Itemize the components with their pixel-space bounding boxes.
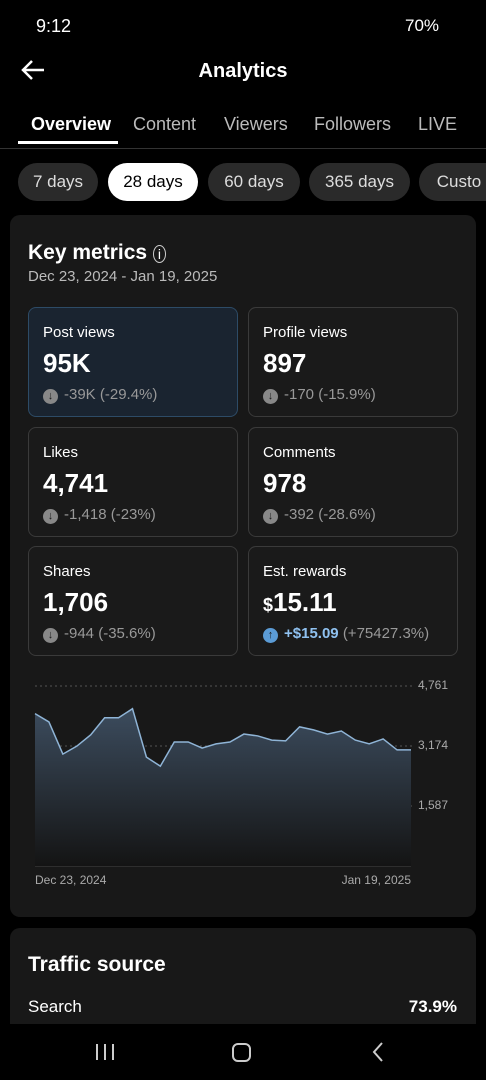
metric-value: $15.11 <box>263 587 337 618</box>
nav-icons <box>96 1042 383 1062</box>
change-pct: (-23%) <box>110 505 156 523</box>
metric-card[interactable]: Est. rewards $15.11 ↑ +$15.09 (+75427.3%) <box>248 546 458 656</box>
range-pill[interactable]: 60 days <box>208 163 300 201</box>
tab[interactable]: Followers <box>314 114 392 134</box>
metric-value: 978 <box>263 468 306 499</box>
metric-label: Est. rewards <box>263 563 347 580</box>
tab-indicator <box>18 141 118 144</box>
area <box>35 708 411 866</box>
change-pct: (-29.4%) <box>99 386 158 403</box>
change-icon: ↓ <box>43 389 58 404</box>
currency: $ <box>263 595 274 615</box>
tab[interactable]: Viewers <box>224 114 288 134</box>
metric-change: ↓ -392 (-28.6%) <box>263 506 376 524</box>
metric-change: ↓ -170 (-15.9%) <box>263 386 376 404</box>
metric-change: ↑ +$15.09 (+75427.3%) <box>263 625 429 643</box>
y-tick-label: 4,761 <box>418 678 448 692</box>
range-pill[interactable]: 7 days <box>18 163 98 201</box>
change-value: -392 <box>284 505 315 523</box>
metric-label: Profile views <box>263 324 348 341</box>
info-icon[interactable]: i <box>152 245 167 263</box>
metric-change: ↓ -39K (-29.4%) <box>43 386 157 404</box>
divider <box>0 148 486 149</box>
change-pct: (-15.9%) <box>318 386 376 403</box>
value-text: 1,706 <box>43 587 109 617</box>
x-tick-label: Dec 23, 2024 <box>35 873 107 887</box>
y-tick-label: 3,174 <box>418 738 448 752</box>
battery: 70% <box>405 16 440 35</box>
tab[interactable]: LIVE <box>418 114 458 134</box>
traffic-title: Traffic source <box>28 953 166 976</box>
nav-bar <box>0 1024 486 1080</box>
section-title: Key metrics i <box>28 241 167 265</box>
title-text: Key metrics <box>28 241 148 264</box>
metric-card[interactable]: Post views 95K ↓ -39K (-29.4%) <box>28 307 238 417</box>
back-button[interactable] <box>20 58 46 82</box>
value-text: 15.11 <box>273 587 337 617</box>
change-value: +$15.09 <box>284 625 339 642</box>
metric-label: Shares <box>43 563 91 580</box>
value-text: 897 <box>263 348 307 378</box>
metric-value: 95K <box>43 348 91 379</box>
chart: 4,761 3,174 1,587 Dec 23, 2024 Jan 19, 2025 <box>34 678 448 887</box>
change-value: -944 <box>64 625 95 642</box>
change-icon: ↓ <box>43 628 58 643</box>
metric-value: 4,741 <box>43 468 108 499</box>
metric-change: ↓ -944 (-35.6%) <box>43 625 156 643</box>
y-tick-label: 1,587 <box>418 798 448 812</box>
value-text: 978 <box>263 467 307 498</box>
change-icon: ↓ <box>263 389 278 404</box>
change-value: -1,418 <box>64 505 107 523</box>
value-text: 4,741 <box>43 467 109 498</box>
metric-card[interactable]: Shares 1,706 ↓ -944 (-35.6%) <box>28 546 238 656</box>
metric-card[interactable]: Comments 978 ↓ -392 (-28.6%) <box>248 426 458 537</box>
change-icon: ↑ <box>263 628 278 643</box>
page-title: Analytics <box>198 60 288 82</box>
change-value: -170 <box>284 386 315 403</box>
range-pill[interactable]: Custo <box>419 163 486 201</box>
date-range: Dec 23, 2024 - Jan 19, 2025 <box>28 268 218 285</box>
tab[interactable]: Content <box>133 114 197 134</box>
metric-label: Likes <box>43 443 79 461</box>
time: 9:12 <box>36 16 72 36</box>
change-pct: (+75427.3%) <box>342 625 430 642</box>
tab[interactable]: Overview <box>31 114 112 134</box>
change-value: -39K <box>64 386 96 403</box>
change-icon: ↓ <box>263 508 278 524</box>
range-pill[interactable]: 28 days <box>108 163 198 201</box>
range-pill[interactable]: 365 days <box>309 163 410 201</box>
metric-label: Comments <box>263 443 336 461</box>
metric-value: 1,706 <box>43 587 108 618</box>
metric-card[interactable]: Likes 4,741 ↓ -1,418 (-23%) <box>28 426 238 537</box>
change-pct: (-28.6%) <box>318 505 376 523</box>
traffic-source: Search <box>28 997 82 1016</box>
line <box>34 707 411 768</box>
value-text: 95K <box>43 348 91 378</box>
x-tick-label: Jan 19, 2025 <box>342 873 412 887</box>
metric-card[interactable]: Profile views 897 ↓ -170 (-15.9%) <box>248 307 458 417</box>
metric-change: ↓ -1,418 (-23%) <box>43 506 156 524</box>
metric-label: Post views <box>43 324 115 341</box>
change-icon: ↓ <box>43 508 58 524</box>
metric-value: 897 <box>263 348 306 379</box>
change-pct: (-35.6%) <box>98 625 156 642</box>
traffic-value: 73.9% <box>408 997 457 1016</box>
